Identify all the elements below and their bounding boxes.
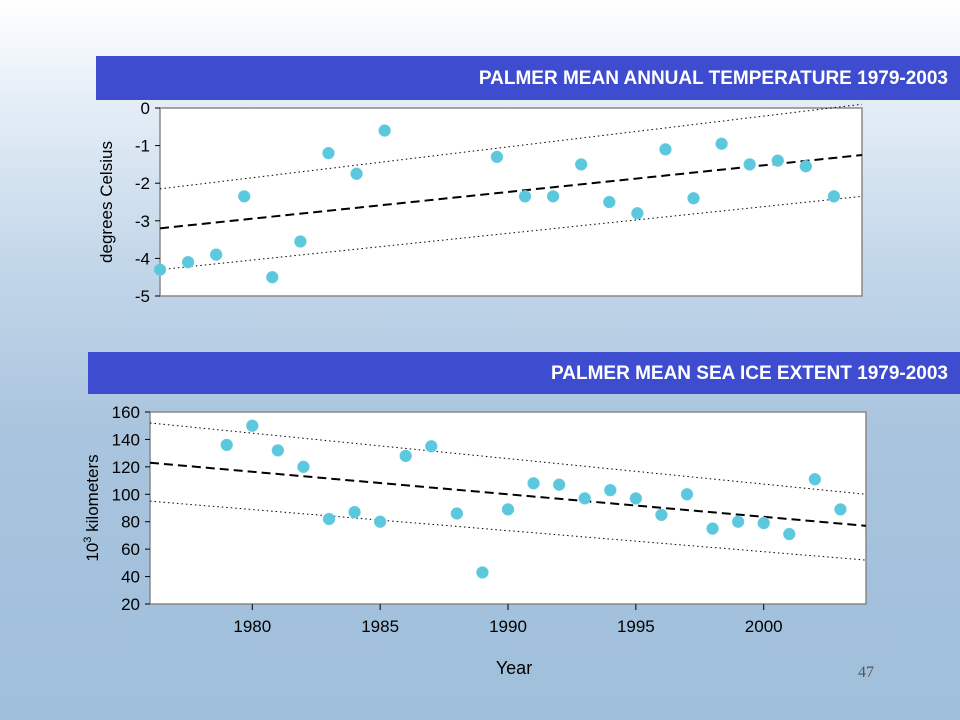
- sea-ice-y-axis-label-text: kilometers: [83, 454, 102, 536]
- x-tick-label: 2000: [745, 617, 783, 636]
- chart-title-sea-ice: PALMER MEAN SEA ICE EXTENT 1979-2003: [88, 352, 960, 394]
- data-point: [687, 191, 700, 205]
- data-point: [743, 158, 756, 171]
- y-tick-label: 0: [141, 99, 150, 118]
- data-point: [574, 158, 588, 171]
- chart-title-temperature: PALMER MEAN ANNUAL TEMPERATURE 1979-2003: [96, 56, 960, 100]
- data-point: [655, 508, 668, 522]
- data-point: [501, 503, 515, 516]
- data-point: [546, 190, 560, 203]
- data-point: [322, 146, 335, 160]
- data-point: [827, 190, 841, 203]
- data-point: [378, 124, 391, 137]
- trend-line: [149, 461, 867, 527]
- lower-confidence-line: [159, 195, 863, 271]
- data-point: [266, 270, 279, 284]
- data-point: [552, 478, 566, 491]
- upper-confidence-line: [149, 422, 867, 495]
- sea-ice-points: [220, 419, 847, 579]
- y-tick-label: -1: [135, 137, 150, 156]
- data-point: [799, 160, 813, 173]
- y-tick-label: 20: [121, 595, 140, 614]
- y-tick-label: 40: [121, 568, 140, 587]
- data-point: [631, 207, 644, 220]
- data-point: [220, 438, 233, 452]
- data-point: [237, 190, 251, 203]
- data-point: [603, 195, 616, 209]
- data-point: [373, 515, 387, 528]
- data-point: [450, 507, 464, 520]
- data-point: [350, 167, 363, 181]
- data-point: [771, 154, 785, 167]
- data-point: [518, 190, 532, 203]
- y-tick-label: -3: [135, 212, 150, 231]
- y-tick-label: 80: [121, 513, 140, 532]
- temperature-chart: 0 -1 -2 -3 -4 -5 degrees Celsius: [97, 99, 863, 306]
- y-tick-label: -4: [135, 249, 150, 268]
- y-tick-label: 120: [112, 458, 140, 477]
- data-point: [348, 505, 361, 519]
- sea-ice-y-ticks: 160 140 120 100 80 60 40 20: [112, 403, 150, 614]
- y-tick-label: -5: [135, 287, 150, 306]
- data-point: [246, 419, 259, 432]
- sea-ice-x-ticks: 1980 1985 1990 1995 2000: [233, 604, 783, 636]
- x-tick-label: 1990: [489, 617, 527, 636]
- data-point: [731, 515, 745, 528]
- temperature-y-ticks: 0 -1 -2 -3 -4 -5: [135, 99, 160, 306]
- y-tick-label: 160: [112, 403, 140, 422]
- data-point: [209, 248, 223, 261]
- sea-ice-y-axis-label-base: 10: [83, 543, 102, 562]
- data-point: [808, 472, 822, 486]
- page-number: 47: [858, 664, 874, 681]
- data-point: [294, 235, 307, 248]
- data-point: [629, 492, 643, 505]
- data-point: [399, 449, 412, 463]
- data-point: [578, 492, 591, 505]
- sea-ice-y-axis-label-sup: 3: [82, 537, 94, 543]
- sea-ice-chart: 160 140 120 100 80 60 40 20 1980 1985 1990 1995 200…: [82, 403, 867, 678]
- data-point: [680, 488, 694, 501]
- upper-confidence-line: [159, 103, 863, 190]
- y-tick-label: 100: [112, 485, 140, 504]
- data-point: [297, 460, 310, 474]
- data-point: [706, 522, 719, 535]
- x-tick-label: 1985: [361, 617, 399, 636]
- data-point: [783, 527, 796, 541]
- data-point: [490, 150, 504, 164]
- data-point: [271, 444, 285, 457]
- data-point: [715, 137, 728, 150]
- data-point: [604, 483, 617, 497]
- sea-ice-trend-lines: [149, 422, 867, 561]
- sea-ice-y-axis-label: 103 kilometers: [82, 454, 102, 561]
- temperature-y-axis-label: degrees Celsius: [97, 141, 116, 263]
- y-tick-label: -2: [135, 174, 150, 193]
- data-point: [834, 503, 847, 516]
- sea-ice-x-axis-label: Year: [496, 658, 532, 678]
- data-point: [527, 477, 540, 490]
- data-point: [322, 512, 336, 526]
- data-point: [659, 143, 672, 156]
- x-tick-label: 1995: [617, 617, 655, 636]
- x-tick-label: 1980: [233, 617, 271, 636]
- temperature-plot-area: [159, 107, 863, 297]
- data-point: [181, 255, 195, 269]
- data-point: [153, 263, 167, 276]
- y-tick-label: 60: [121, 540, 140, 559]
- data-point: [425, 440, 438, 453]
- y-tick-label: 140: [112, 430, 140, 449]
- data-point: [476, 566, 489, 579]
- data-point: [757, 516, 770, 530]
- lower-confidence-line: [149, 500, 867, 561]
- temperature-points: [153, 124, 841, 284]
